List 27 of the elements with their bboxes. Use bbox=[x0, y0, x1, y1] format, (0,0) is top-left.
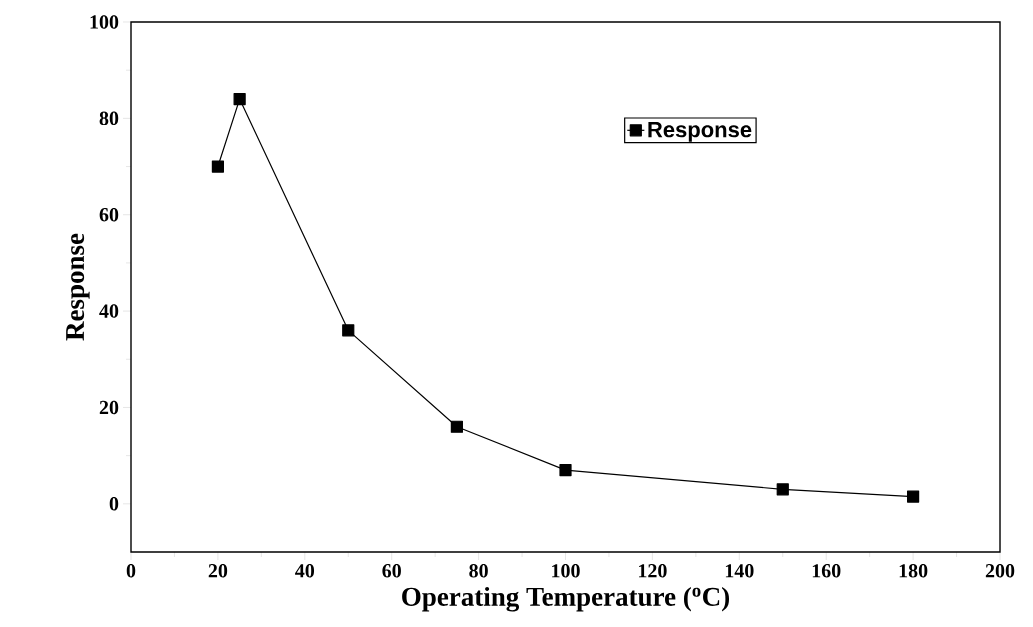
point bbox=[211, 160, 224, 173]
point bbox=[450, 420, 463, 433]
legend-label: Response bbox=[648, 121, 752, 142]
x-tick-label: 80 bbox=[469, 564, 488, 578]
x-tick-label: 0 bbox=[126, 564, 136, 578]
y-tick-label: 100 bbox=[90, 15, 119, 29]
point bbox=[907, 490, 920, 503]
y-tick-label: 0 bbox=[109, 497, 119, 511]
x-tick-label: 120 bbox=[639, 564, 667, 578]
x-tick-label: 40 bbox=[295, 564, 315, 578]
point bbox=[559, 463, 572, 477]
x-tick-label: 100 bbox=[552, 564, 580, 578]
y-tick-label: 60 bbox=[99, 207, 119, 222]
y-tick-label: 80 bbox=[99, 111, 119, 126]
x-tick-label: 200 bbox=[985, 564, 1015, 578]
y-tick-label: 20 bbox=[99, 400, 119, 415]
point bbox=[342, 324, 355, 337]
x-tick-label: 60 bbox=[382, 564, 401, 578]
x-axis-title: Operating Temperature ($^{o}$C) bbox=[402, 586, 730, 612]
x-tick-label: 20 bbox=[208, 564, 228, 578]
y-axis-title: Response bbox=[66, 233, 90, 341]
x-tick-label: 140 bbox=[725, 564, 754, 578]
point bbox=[233, 92, 246, 106]
x-tick-label: 160 bbox=[812, 564, 841, 578]
y-tick-label: 40 bbox=[99, 304, 119, 318]
x-tick-label: 180 bbox=[899, 564, 928, 578]
point bbox=[776, 483, 789, 496]
